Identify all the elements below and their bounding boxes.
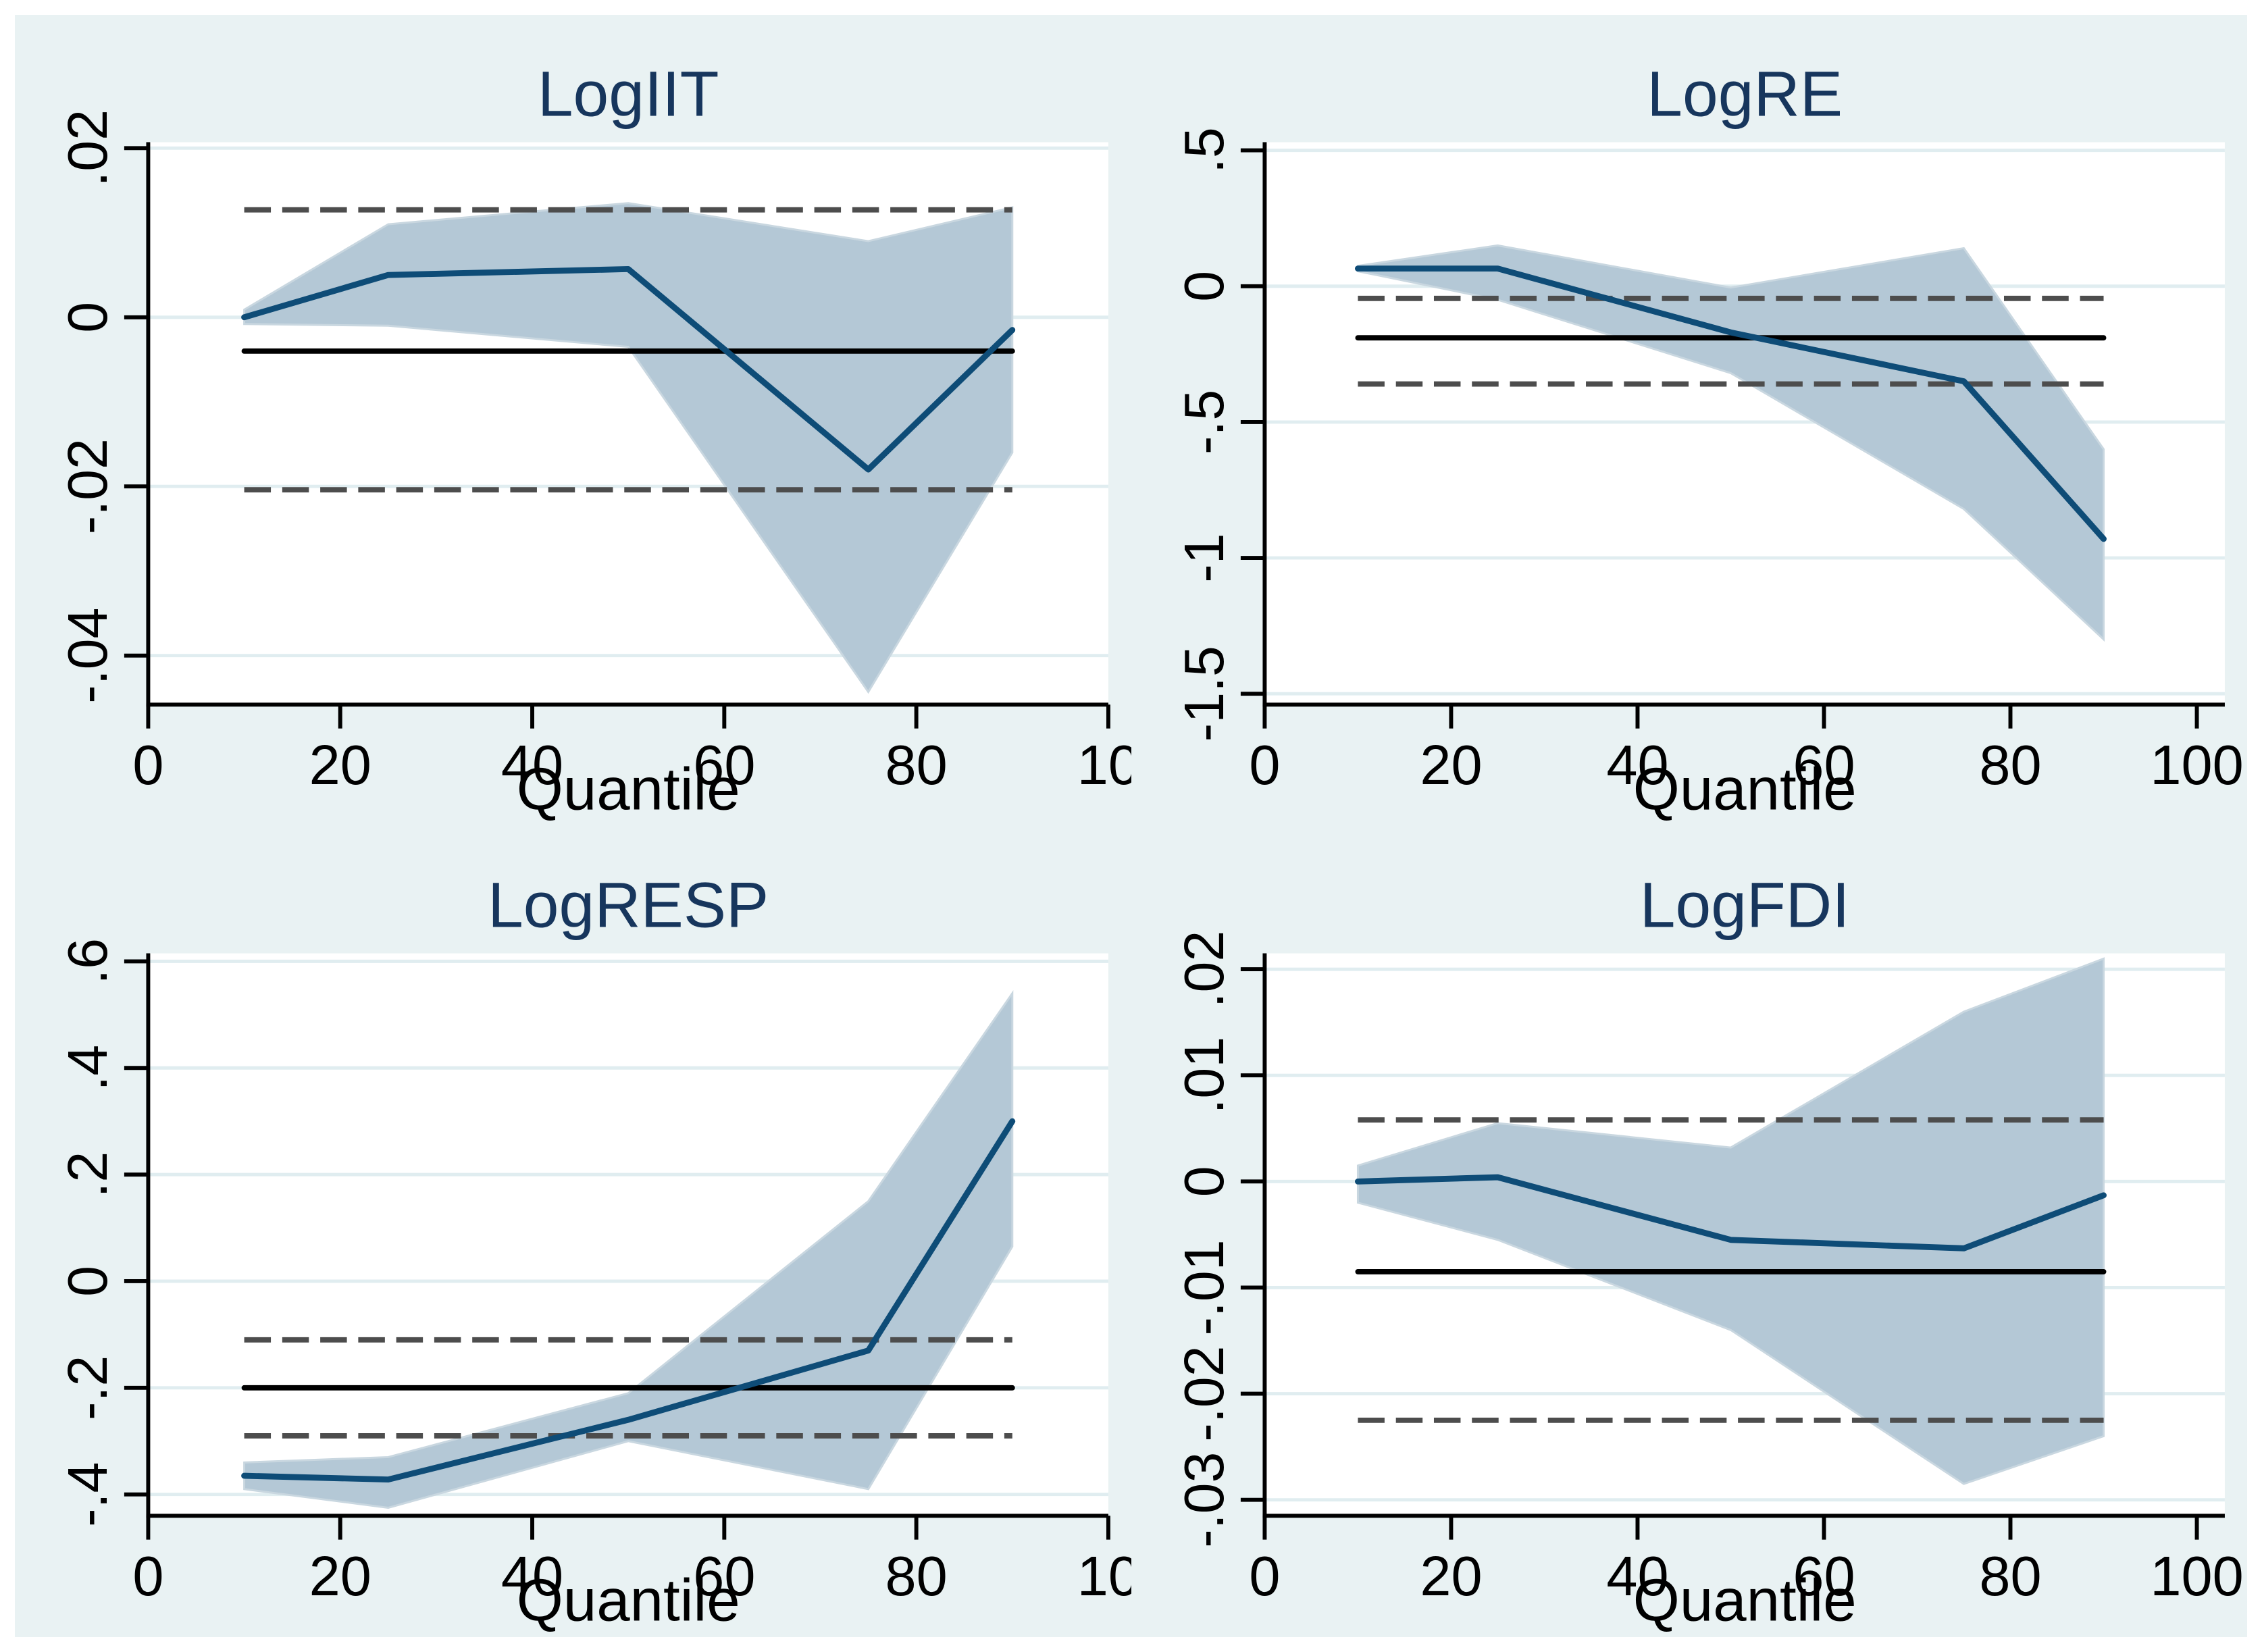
plot-logre: .50-.5-1-1.50 20 40 60 80 100 LogRE Quantile xyxy=(1173,58,2244,823)
plot-area-logre: .50-.5-1-1.50 20 40 60 80 100 xyxy=(1173,127,2244,796)
y-tick-label: -.04 xyxy=(56,608,119,704)
y-tick-label: -.2 xyxy=(56,1356,119,1420)
y-tick-label: -.5 xyxy=(1173,390,1235,455)
plot-logiit: .020-.02-.0402040608010 LogIIT Quantile xyxy=(56,58,1131,823)
panel-title-logiit: LogIIT xyxy=(538,58,719,130)
plot-area-logfdi: .02.010-.01-.02-.030 20 40 60 80 100 xyxy=(1173,931,2244,1607)
x-tick-label: 40 xyxy=(501,1545,563,1607)
quantile-regression-figure: .020-.02-.0402040608010 LogIIT Quantile … xyxy=(15,15,2247,1637)
y-tick-label: .02 xyxy=(56,109,119,187)
plot-area-logresp: .6.4.20-.2-.402040608010 xyxy=(56,938,1131,1607)
x-tick-label: 0 xyxy=(132,733,163,796)
x-tick-label: 20 xyxy=(1420,1545,1482,1607)
plot-area-logiit: .020-.02-.0402040608010 xyxy=(56,109,1131,796)
x-tick-label: 20 xyxy=(309,733,371,796)
panel-title-logre: LogRE xyxy=(1647,58,1843,130)
y-tick-label: .01 xyxy=(1173,1037,1235,1114)
x-tick-label: 20 xyxy=(309,1545,371,1607)
x-axis-label: Quantile xyxy=(517,756,740,823)
confidence-band xyxy=(243,990,1014,1509)
x-axis-label: Quantile xyxy=(1633,1567,1856,1634)
quantile-estimate-line xyxy=(1354,265,2107,542)
y-tick-label: -.01 xyxy=(1173,1239,1235,1335)
y-tick-label: .5 xyxy=(1173,127,1235,174)
x-tick-label: 10 xyxy=(1077,733,1131,796)
y-tick-label: -.03 xyxy=(1173,1452,1235,1548)
quantile-estimate-line xyxy=(1354,1174,2107,1251)
confidence-band xyxy=(1356,957,2105,1485)
plot-logresp: .6.4.20-.2-.402040608010 LogRESP Quantil… xyxy=(56,869,1131,1634)
y-tick-label: 0 xyxy=(1173,1166,1235,1197)
x-tick-label: 80 xyxy=(885,733,948,796)
x-tick-label: 10 xyxy=(1077,1545,1131,1607)
panel-logiit: .020-.02-.0402040608010 LogIIT Quantile xyxy=(15,15,1131,826)
y-tick-label: 0 xyxy=(1173,271,1235,302)
x-tick-label: 0 xyxy=(1249,733,1280,796)
y-tick-label: -.4 xyxy=(56,1462,119,1527)
plot-logfdi: .02.010-.01-.02-.030 20 40 60 80 100 LogFDI Q… xyxy=(1173,869,2244,1634)
x-tick-label: 80 xyxy=(1979,733,2041,796)
x-tick-label: 60 xyxy=(1793,1545,1855,1607)
y-tick-label: .6 xyxy=(56,938,119,985)
x-axis-label: Quantile xyxy=(1633,756,1856,823)
x-tick-label: 40 xyxy=(1606,733,1668,796)
x-tick-label: 60 xyxy=(693,1545,755,1607)
panel-logresp: .6.4.20-.2-.402040608010 LogRESP Quantil… xyxy=(15,826,1131,1637)
confidence-band xyxy=(1356,244,2105,642)
x-tick-label: 80 xyxy=(1979,1545,2041,1607)
x-tick-label: 60 xyxy=(1793,733,1855,796)
x-tick-label: 40 xyxy=(1606,1545,1668,1607)
x-tick-label: 80 xyxy=(885,1545,948,1607)
panel-logfdi: .02.01 0 -.01 -.02 -.03 0 20 40 60 80 100 LogFDI Q… xyxy=(1131,826,2248,1637)
panel-title-logresp: LogRESP xyxy=(488,869,769,941)
y-tick-label: 0 xyxy=(56,1266,119,1297)
x-tick-label: 0 xyxy=(1249,1545,1280,1607)
x-tick-label: 0 xyxy=(132,1545,163,1607)
x-tick-label: 60 xyxy=(693,733,755,796)
y-tick-label: .02 xyxy=(1173,931,1235,1008)
y-tick-label: -1.5 xyxy=(1173,646,1235,742)
y-tick-label: 0 xyxy=(56,302,119,333)
y-tick-label: .4 xyxy=(56,1045,119,1091)
quantile-estimate-line xyxy=(241,265,1016,473)
quantile-estimate-line xyxy=(241,1118,1016,1483)
x-axis-label: Quantile xyxy=(517,1567,740,1634)
x-tick-label: 100 xyxy=(2150,733,2243,796)
x-tick-label: 100 xyxy=(2150,1545,2243,1607)
panel-title-logfdi: LogFDI xyxy=(1639,869,1849,941)
y-tick-label: -.02 xyxy=(56,438,119,534)
panel-logre: .5 0 -.5 -1 -1.5 0 20 40 60 80 100 LogRE Quantile xyxy=(1131,15,2248,826)
x-tick-label: 40 xyxy=(501,733,563,796)
y-tick-label: .2 xyxy=(56,1152,119,1198)
y-tick-label: -1 xyxy=(1173,533,1235,582)
x-tick-label: 20 xyxy=(1420,733,1482,796)
y-tick-label: -.02 xyxy=(1173,1346,1235,1442)
